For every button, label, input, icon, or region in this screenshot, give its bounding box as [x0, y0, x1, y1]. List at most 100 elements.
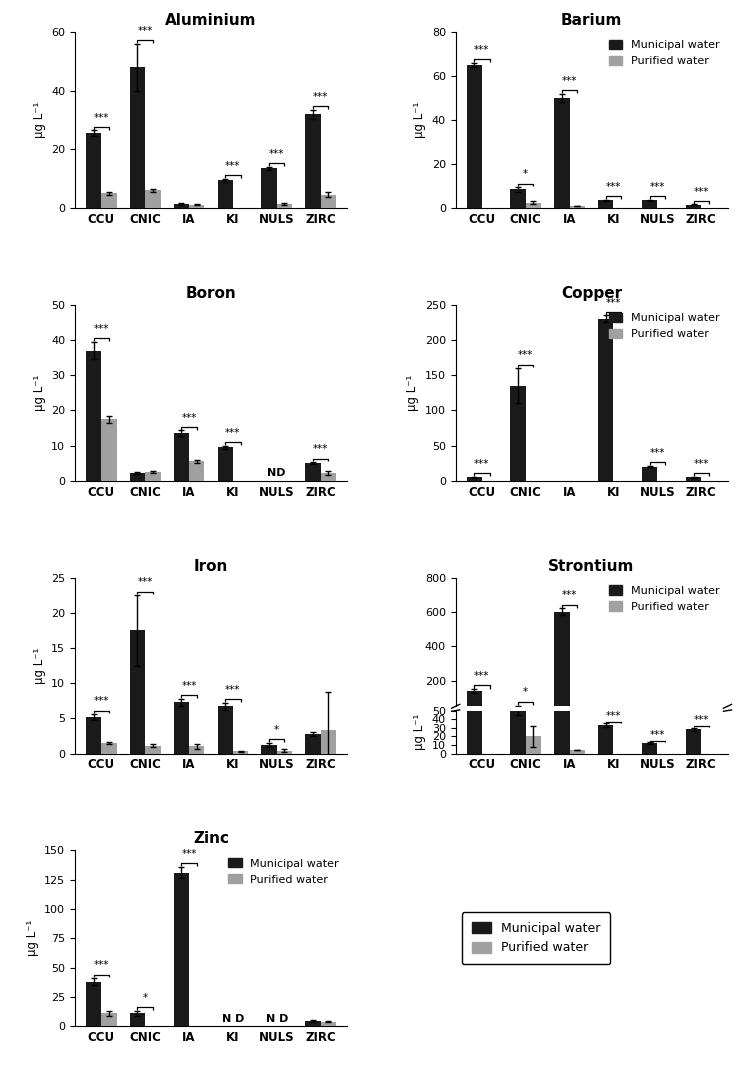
Bar [598, 725, 613, 754]
Bar [101, 1013, 117, 1026]
Bar [130, 67, 146, 208]
Y-axis label: μg L⁻¹: μg L⁻¹ [413, 714, 426, 750]
Bar [305, 463, 320, 481]
Bar [320, 730, 336, 754]
Bar [598, 710, 613, 715]
Bar [86, 981, 101, 1026]
Bar [554, 611, 570, 715]
Text: ***: *** [225, 685, 241, 695]
Text: ***: *** [94, 696, 109, 707]
Bar [261, 745, 277, 754]
Text: N D: N D [222, 1013, 244, 1024]
Bar [320, 1022, 336, 1026]
Title: Aluminium: Aluminium [165, 13, 256, 28]
Bar [130, 631, 146, 754]
Bar [305, 1021, 320, 1026]
Text: ***: *** [562, 590, 578, 600]
Bar [642, 200, 657, 208]
Bar [466, 691, 482, 715]
Bar [686, 477, 701, 481]
Bar [232, 752, 248, 754]
Title: Barium: Barium [561, 13, 622, 28]
Text: ***: *** [182, 413, 196, 422]
Legend: Municipal water, Purified water: Municipal water, Purified water [462, 912, 610, 964]
Bar [217, 707, 232, 754]
Bar [261, 169, 277, 208]
Text: *: * [274, 725, 279, 735]
Text: ***: *** [474, 460, 490, 469]
Bar [642, 713, 657, 715]
Legend: Municipal water, Purified water: Municipal water, Purified water [604, 35, 724, 71]
Bar [305, 114, 320, 208]
Bar [526, 737, 542, 754]
Bar [466, 65, 482, 208]
Text: *: * [524, 169, 528, 180]
Legend: Municipal water, Purified water: Municipal water, Purified water [224, 854, 344, 889]
Text: *: * [142, 993, 148, 1003]
Text: ***: *** [606, 711, 621, 721]
Text: ***: *** [182, 681, 196, 691]
Bar [86, 717, 101, 754]
Text: ***: *** [313, 445, 328, 454]
Bar [466, 633, 482, 754]
Bar [642, 467, 657, 481]
Title: Boron: Boron [185, 285, 236, 300]
Bar [320, 472, 336, 481]
Text: ***: *** [694, 187, 709, 197]
Bar [554, 98, 570, 208]
Text: ***: *** [269, 150, 284, 159]
Text: ***: *** [182, 849, 196, 859]
Bar [146, 190, 160, 208]
Bar [174, 203, 189, 208]
Text: ***: *** [606, 182, 621, 192]
Bar [598, 319, 613, 481]
Bar [217, 181, 232, 208]
Bar [554, 238, 570, 754]
Bar [217, 447, 232, 481]
Text: ***: *** [94, 112, 109, 123]
Bar [511, 386, 526, 481]
Text: ***: *** [694, 715, 709, 725]
Text: ***: *** [606, 297, 621, 308]
Text: ***: *** [650, 182, 665, 192]
Bar [101, 193, 117, 208]
Bar [146, 472, 160, 481]
Bar [570, 206, 585, 208]
Text: ***: *** [137, 577, 153, 587]
Bar [189, 462, 204, 481]
Title: Zinc: Zinc [193, 832, 229, 847]
Legend: Municipal water, Purified water: Municipal water, Purified water [604, 580, 724, 616]
Bar [642, 743, 657, 754]
Text: ***: *** [313, 92, 328, 102]
Bar [174, 872, 189, 1026]
Bar [86, 351, 101, 481]
Bar [130, 472, 146, 481]
Text: N D: N D [266, 1013, 288, 1024]
Bar [101, 743, 117, 754]
Y-axis label: μg L⁻¹: μg L⁻¹ [32, 648, 46, 684]
Title: Copper: Copper [561, 285, 622, 300]
Bar [570, 750, 585, 754]
Bar [305, 733, 320, 754]
Y-axis label: μg L⁻¹: μg L⁻¹ [26, 920, 38, 957]
Legend: Municipal water, Purified water: Municipal water, Purified water [604, 308, 724, 343]
Bar [189, 746, 204, 754]
Bar [598, 200, 613, 208]
Text: ***: *** [94, 324, 109, 334]
Bar [526, 202, 542, 208]
Text: ***: *** [137, 26, 153, 36]
Text: ND: ND [268, 468, 286, 478]
Title: Strontium: Strontium [548, 559, 634, 574]
Text: ***: *** [225, 428, 241, 438]
Bar [526, 712, 542, 715]
Bar [686, 729, 701, 754]
Text: ***: *** [94, 960, 109, 971]
Text: ***: *** [650, 729, 665, 740]
Bar [130, 1013, 146, 1026]
Bar [101, 419, 117, 481]
Bar [189, 204, 204, 208]
Bar [174, 702, 189, 754]
Bar [511, 707, 526, 715]
Bar [277, 203, 292, 208]
Bar [146, 746, 160, 754]
